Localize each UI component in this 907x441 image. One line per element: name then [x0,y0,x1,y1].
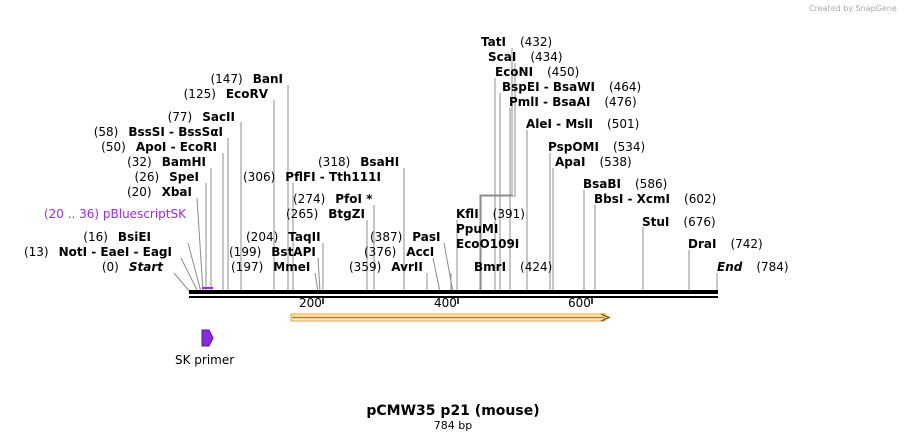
site-label-scai: ScaI (434) [488,50,563,64]
primer-label: SK primer [175,353,234,367]
site-label-alei: AleI - MslI (501) [526,117,639,131]
leader-bstapi [317,257,321,293]
site-label-avrii: (359) AvrII [349,260,423,274]
leader-noti [180,257,199,293]
site-label-spei: (26) SpeI [135,170,199,184]
site-label-bbsi: BbsI - XcmI (602) [594,192,716,206]
site-label-bssi: (58) BssSI - BssSαI [94,125,223,139]
snapgene-credit: Created by SnapGene [809,4,897,13]
labels-middle: (306) PflFI - Tth111I (318) BsaHI (274) Pfo… [229,155,552,274]
leader-lines [173,48,718,293]
leader-tati [479,48,513,292]
site-label-pmli: PmlI - BsaAI (476) [509,95,637,109]
site-label-start: (0) Start [102,260,164,274]
site-label-acci: (376) AccI [364,245,434,259]
ruler: 200 400 600 [299,296,593,310]
leader-mmei [314,272,319,293]
map-title: pCMW35 p21 (mouse) [366,403,539,419]
site-label-xbai: (20) XbaI [127,185,192,199]
site-label-pspomi: PspOMI (534) [548,140,645,154]
leader-bsiei [187,242,202,293]
site-label-btgzi: (265) BtgZI [286,207,365,221]
tick-label-400: 400 [434,296,457,310]
site-label-sacii: (77) SacII [168,110,235,124]
site-label-bani: (147) BanI [210,72,283,86]
site-label-bsabi: BsaBI (586) [583,177,667,191]
feature-pbluescriptsk [202,287,213,289]
sk-primer[interactable] [201,329,214,347]
site-label-apoi: (50) ApoI - EcoRI [101,140,217,154]
feature-label-pbluescriptsk: (20 .. 36) pBluescriptSK [44,207,187,221]
site-label-kfli: KflI (391) [456,207,525,221]
site-label-bamhi: (32) BamHI [127,155,206,169]
leader-acci [432,257,441,293]
site-label-mmei: (197) MmeI [231,260,310,274]
site-label-pflfi: (306) PflFI - Tth111I [243,170,381,184]
site-label-taqii: (204) TaqII [246,230,321,244]
site-label-eco0109i: EcoO109I [456,237,519,251]
site-label-stui: StuI (676) [642,215,716,229]
site-label-noti: (13) NotI - EaeI - EagI [24,245,172,259]
site-label-ppumi: PpuMI [456,222,498,236]
labels-left: (147) BanI (125) EcoRV (77) SacII (58) BssSI… [24,72,283,274]
leader-scai [480,63,516,292]
site-label-bmri: BmrI (424) [474,260,552,274]
orf-arrow[interactable] [290,313,611,322]
site-label-tati: TatI (432) [481,35,552,49]
site-label-bsahi: (318) BsaHI [318,155,399,169]
site-label-pfoi: (274) PfoI * [293,192,373,206]
site-label-end: End (784) [717,260,789,274]
map-length: 784 bp [434,419,472,432]
backbone-top-strand [189,290,718,294]
leader-xbai [196,197,204,293]
leader-start [173,272,191,293]
site-label-pasi: (387) PasI [370,230,440,244]
site-label-econi: EcoNI (450) [495,65,579,79]
labels-right: TatI (432) ScaI (434) EcoNI (450) BspEI - B… [481,35,789,274]
tick-label-200: 200 [299,296,322,310]
site-label-bspei: BspEI - BsaWI (464) [502,80,641,94]
tick-label-600: 600 [568,296,591,310]
site-label-bsiei: (16) BsiEI [83,230,151,244]
site-label-ecorv: (125) EcoRV [184,87,269,101]
site-label-drai: DraI (742) [688,237,763,251]
backbone-bottom-strand [189,296,718,298]
site-label-bstapi: (199) BstAPI [229,245,316,259]
leader-pasi [443,242,454,293]
site-label-apai: ApaI (538) [555,155,632,169]
